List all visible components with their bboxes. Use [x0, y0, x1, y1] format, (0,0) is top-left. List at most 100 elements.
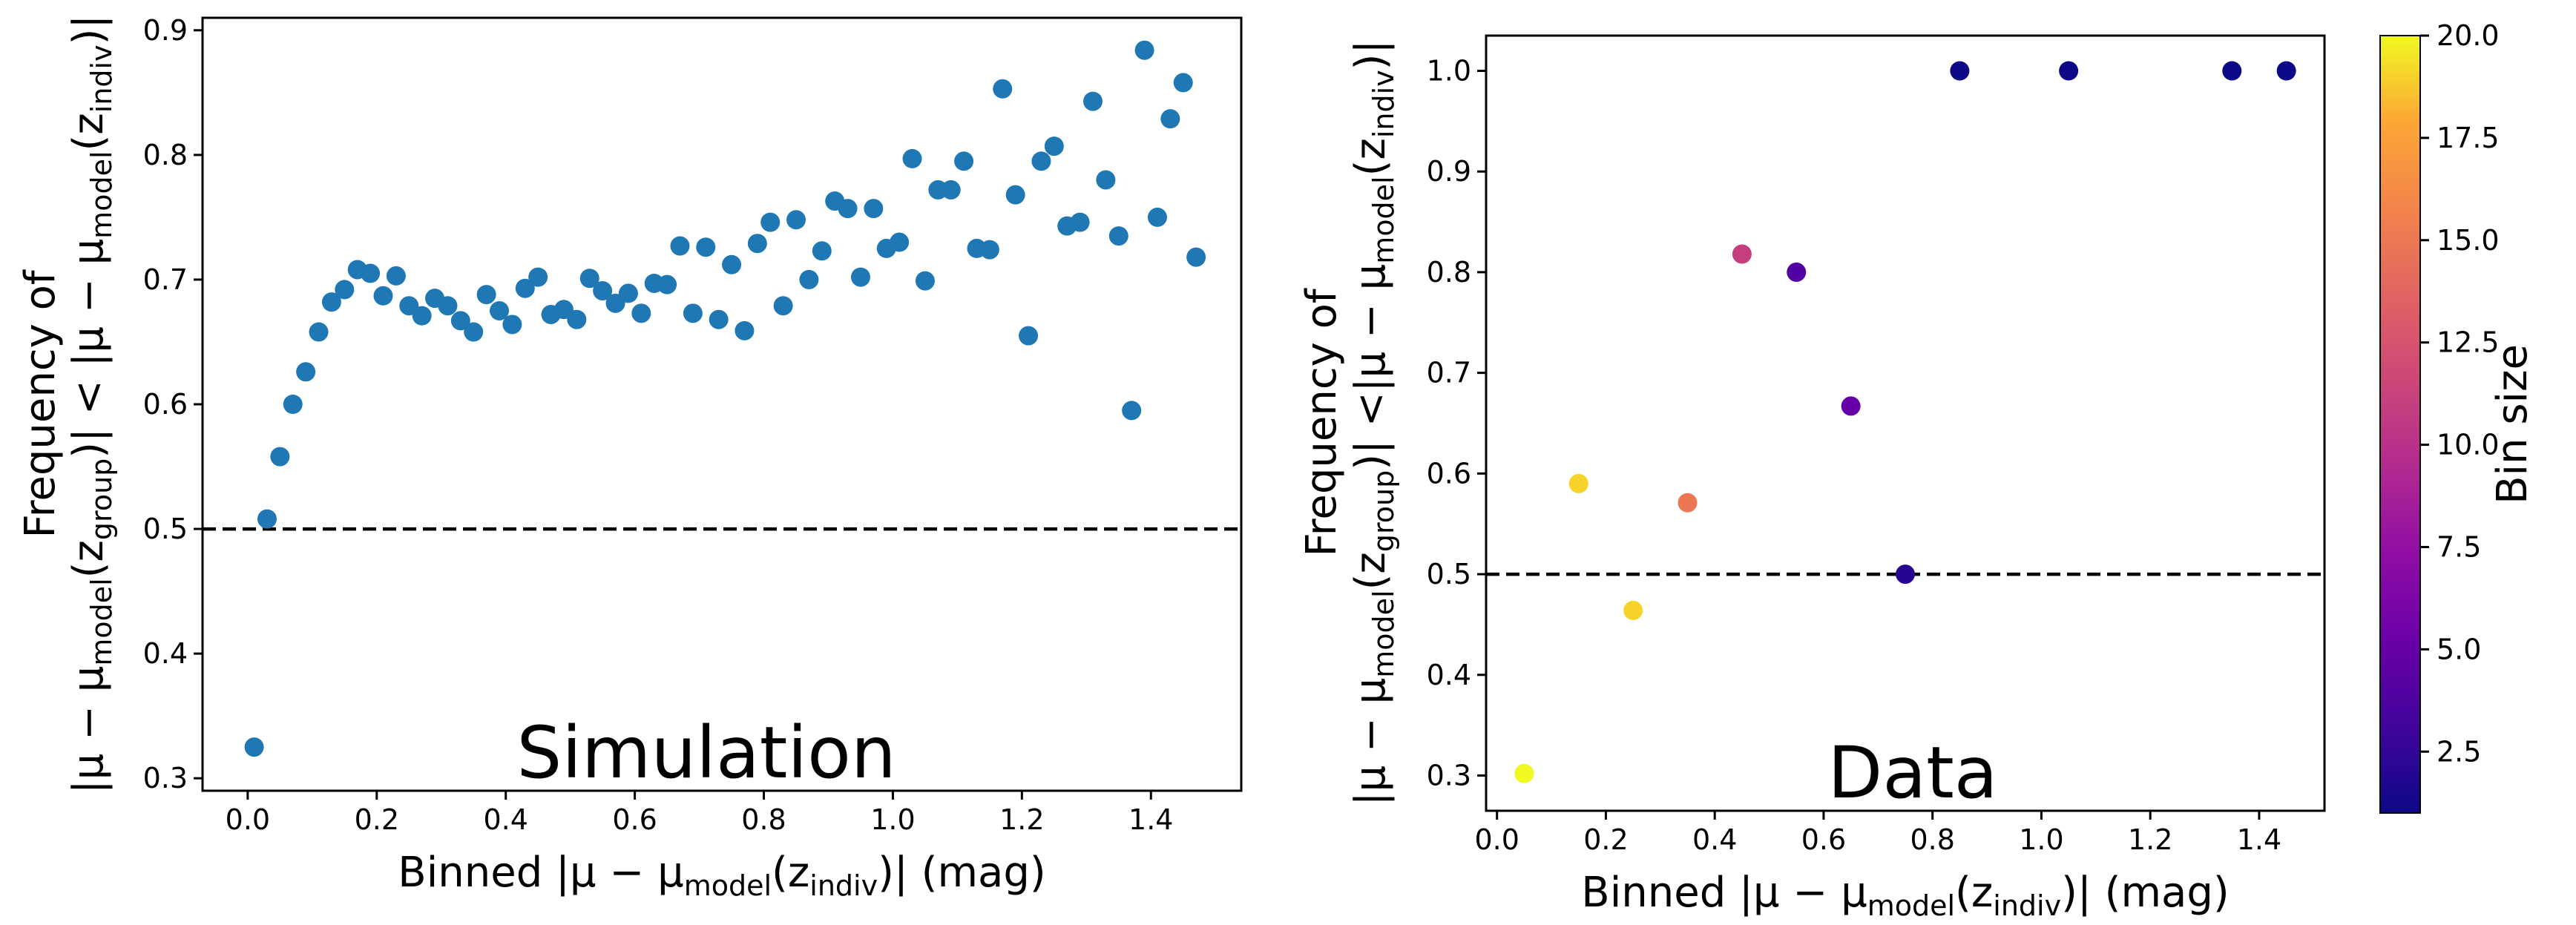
y-tick-label: 0.7 — [143, 263, 188, 296]
data-point — [361, 263, 381, 283]
data-point — [1896, 564, 1915, 585]
data-point — [1083, 91, 1103, 111]
simulation-points — [244, 40, 1206, 757]
y-tick-label: 1.0 — [1427, 55, 1471, 88]
data-point — [786, 210, 806, 230]
data-point — [902, 148, 922, 168]
data-point — [683, 303, 703, 323]
data-point — [1186, 247, 1206, 267]
data-point — [283, 395, 303, 414]
data-point — [812, 241, 832, 261]
colorbar-tick-label: 12.5 — [2437, 326, 2500, 359]
data-point — [1122, 401, 1142, 421]
x-tick-label: 1.4 — [2237, 823, 2281, 856]
data-plot-area — [1485, 34, 2326, 812]
data-point — [618, 283, 638, 303]
data-point — [709, 309, 729, 329]
data-point — [438, 296, 458, 316]
x-tick-label: 0.4 — [483, 803, 528, 836]
data-point — [1732, 244, 1752, 264]
data-point — [722, 254, 742, 274]
colorbar-tick-label: 2.5 — [2437, 735, 2481, 768]
data-point — [864, 199, 884, 219]
y-tick-label: 0.7 — [1427, 357, 1471, 389]
data-point — [1950, 61, 1970, 81]
data-point — [579, 269, 599, 289]
colorbar-gradient — [2379, 35, 2421, 814]
simulation-x-ticks: 0.0 0.2 0.4 0.6 0.8 1.0 1.2 1.4 — [226, 791, 1173, 836]
y-tick-label: 0.8 — [143, 139, 188, 171]
simulation-y-axis-title-line1: Frequency of — [16, 269, 65, 538]
data-point — [1147, 207, 1167, 227]
data-point — [1019, 326, 1039, 346]
data-point — [696, 237, 716, 257]
simulation-panel-label: Simulation — [516, 711, 896, 794]
data-point — [1044, 136, 1064, 157]
colorbar-ticks: 2.5 5.0 7.5 10.0 12.5 15.0 17.5 20.0 — [2420, 19, 2500, 768]
x-tick-label: 1.2 — [2128, 823, 2172, 856]
x-tick-label: 0.6 — [1801, 823, 1846, 856]
data-point — [593, 281, 613, 301]
simulation-x-axis-title: Binned |μ − μmodel(zindiv)| (mag) — [398, 849, 1045, 902]
data-point — [1160, 109, 1180, 129]
data-point — [915, 271, 935, 291]
x-tick-label: 0.8 — [1910, 823, 1954, 856]
colorbar-label: Bin size — [2488, 344, 2537, 504]
data-point — [747, 234, 767, 254]
data-point — [760, 212, 781, 232]
data-x-axis-title: Binned |μ − μmodel(zindiv)| (mag) — [1581, 869, 2229, 922]
colorbar-tick-label: 5.0 — [2437, 633, 2481, 665]
y-tick-label: 0.4 — [1427, 659, 1471, 691]
data-point — [412, 306, 432, 326]
colorbar-tick-label: 15.0 — [2437, 224, 2500, 257]
simulation-y-ticks: 0.3 0.4 0.5 0.6 0.7 0.8 0.9 — [143, 14, 203, 794]
data-point — [1841, 396, 1861, 416]
colorbar-tick-label: 17.5 — [2437, 122, 2500, 154]
data-y-axis-title-line1: Frequency of — [1298, 288, 1346, 556]
y-tick-label: 0.5 — [143, 513, 188, 545]
data-point — [450, 311, 470, 331]
data-point — [386, 266, 406, 286]
data-point — [850, 267, 870, 287]
data-point — [1134, 40, 1154, 60]
data-point — [954, 151, 974, 171]
data-point — [321, 292, 341, 312]
x-tick-label: 0.8 — [741, 803, 786, 836]
data-point — [296, 362, 316, 382]
data-panel-label: Data — [1827, 731, 1997, 814]
x-tick-label: 1.2 — [999, 803, 1044, 836]
data-point — [335, 280, 355, 300]
y-tick-label: 0.8 — [1427, 256, 1471, 289]
data-point — [2059, 61, 2079, 81]
data-point — [1005, 185, 1025, 205]
data-point — [464, 322, 484, 342]
data-point — [735, 320, 755, 340]
data-point — [2276, 61, 2296, 81]
x-tick-label: 0.4 — [1692, 823, 1737, 856]
data-y-ticks: 0.3 0.4 0.5 0.6 0.7 0.8 0.9 1.0 — [1427, 55, 1486, 792]
data-point — [1070, 212, 1090, 232]
data-panel: 0.0 0.2 0.4 0.6 0.8 1.0 1.2 1.4 0.3 0.4 0.5 0.6 0.7… — [1298, 34, 2326, 922]
data-point — [773, 296, 793, 316]
data-point — [941, 180, 961, 200]
data-point — [979, 240, 999, 260]
data-y-axis-title-line2: |μ − μmodel(zgroup)| <|μ − μmodel(zindiv… — [1347, 40, 1400, 806]
data-point — [670, 236, 690, 256]
simulation-plot-area — [201, 16, 1243, 792]
x-tick-label: 0.0 — [226, 803, 270, 836]
data-point — [257, 509, 277, 529]
data-x-ticks: 0.0 0.2 0.4 0.6 0.8 1.0 1.2 1.4 — [1474, 811, 2281, 856]
simulation-panel: 0.0 0.2 0.4 0.6 0.8 1.0 1.2 1.4 0.3 0.4 0.5 0.6 0.7… — [16, 14, 1243, 902]
x-tick-label: 1.4 — [1128, 803, 1173, 836]
data-point — [373, 286, 393, 306]
y-tick-label: 0.3 — [143, 762, 188, 794]
data-point — [890, 232, 910, 252]
data-point — [838, 199, 858, 219]
colorbar-tick-label: 10.0 — [2437, 429, 2500, 461]
y-tick-label: 0.5 — [1427, 558, 1471, 590]
data-point — [270, 447, 290, 467]
y-tick-label: 0.9 — [143, 14, 188, 47]
colorbar-tick-label: 7.5 — [2437, 530, 2481, 563]
data-point — [528, 267, 548, 287]
